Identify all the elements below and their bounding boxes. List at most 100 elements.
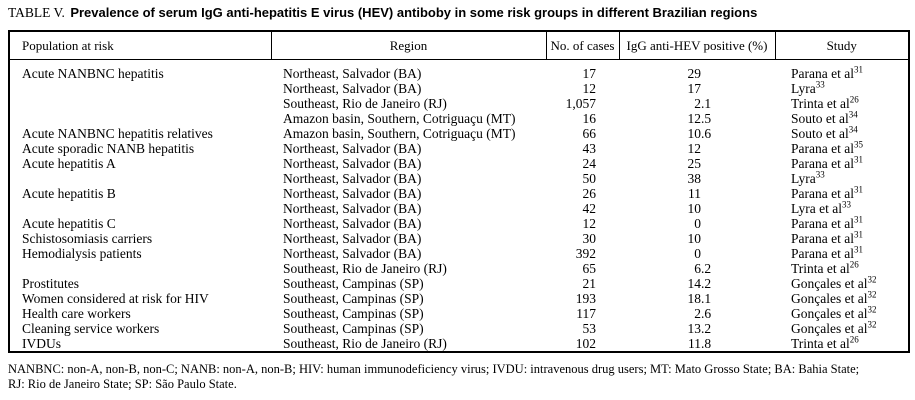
cell-positive: 18.1 xyxy=(687,291,712,306)
cell-population: Schistosomiasis carriers xyxy=(22,231,153,246)
cell-positive: 0 xyxy=(694,216,701,231)
cell-cases: 65 xyxy=(582,261,597,276)
cell-cases: 117 xyxy=(576,306,596,321)
citation-reference: 32 xyxy=(867,289,877,300)
cell-positive: 12 xyxy=(687,141,702,156)
cell-cases: 21 xyxy=(582,276,597,291)
cell-region: Southeast, Campinas (SP) xyxy=(283,276,424,291)
cell-study: Gonçales et al32 xyxy=(791,319,877,336)
citation-reference: 31 xyxy=(853,64,863,75)
cell-study: Parana et al31 xyxy=(791,184,863,201)
table-row: Northeast, Salvador (BA) 42 10 Lyra et a… xyxy=(9,199,909,216)
cell-cases: 43 xyxy=(582,141,597,156)
table-row: Prostitutes Southeast, Campinas (SP) 21 … xyxy=(9,274,909,291)
cell-region: Southeast, Rio de Janeiro (RJ) xyxy=(283,336,447,351)
cell-cases: 12 xyxy=(582,216,597,231)
cell-population xyxy=(9,261,271,276)
cell-population: Hemodialysis patients xyxy=(22,246,142,261)
cell-positive: 13.2 xyxy=(687,321,712,336)
cell-population: Acute sporadic NANB hepatitis xyxy=(22,141,195,156)
table-row: Northeast, Salvador (BA) 12 17 Lyra33 xyxy=(9,79,909,96)
cell-population xyxy=(9,171,271,186)
cell-population xyxy=(9,201,271,216)
cell-positive: 11 xyxy=(688,186,701,201)
table-row: Hemodialysis patients Northeast, Salvado… xyxy=(9,244,909,261)
cell-positive: 2.1 xyxy=(694,96,712,111)
table-row: Acute NANBNC hepatitis Northeast, Salvad… xyxy=(9,60,909,81)
cell-cases: 1,057 xyxy=(565,96,596,111)
cell-population: Prostitutes xyxy=(22,276,80,291)
cell-positive: 29 xyxy=(687,66,702,81)
cell-region: Southeast, Campinas (SP) xyxy=(283,291,424,306)
cell-study: Parana et al35 xyxy=(791,139,863,156)
cell-study: Parana et al31 xyxy=(791,154,863,171)
cell-cases: 50 xyxy=(582,171,597,186)
cell-population xyxy=(9,81,271,96)
table-row: Acute NANBNC hepatitis relatives Amazon … xyxy=(9,124,909,141)
table-row: Cleaning service workers Southeast, Camp… xyxy=(9,319,909,336)
cell-population: Women considered at risk for HIV xyxy=(22,291,209,306)
cell-population xyxy=(9,96,271,111)
citation-reference: 31 xyxy=(853,154,863,165)
cell-positive: 0 xyxy=(694,246,701,261)
cell-study: Gonçales et al32 xyxy=(791,289,877,306)
cell-region: Southeast, Rio de Janeiro (RJ) xyxy=(283,96,447,111)
table-row: Acute hepatitis A Northeast, Salvador (B… xyxy=(9,154,909,171)
cell-region: Northeast, Salvador (BA) xyxy=(283,81,422,96)
column-header-positive: IgG anti-HEV positive (%) xyxy=(618,30,776,60)
cell-cases: 392 xyxy=(575,246,596,261)
table-row: Amazon basin, Southern, Cotriguaçu (MT) … xyxy=(9,110,909,126)
cell-study: Parana et al31 xyxy=(791,64,863,81)
cell-cases: 102 xyxy=(575,336,596,351)
cell-region: Northeast, Salvador (BA) xyxy=(283,156,422,171)
table-row: Northeast, Salvador (BA) 50 38 Lyra33 xyxy=(9,170,909,186)
cell-cases: 16 xyxy=(582,111,597,126)
cell-study: Parana et al31 xyxy=(791,214,863,231)
cell-cases: 17 xyxy=(582,66,597,81)
table-body: Acute NANBNC hepatitis Northeast, Salvad… xyxy=(9,60,909,353)
cell-population: Acute hepatitis C xyxy=(22,216,116,231)
citation-reference: 32 xyxy=(867,274,877,285)
cell-positive: 11.8 xyxy=(688,336,712,351)
cell-region: Southeast, Campinas (SP) xyxy=(283,321,424,336)
column-header-population: Population at risk xyxy=(8,30,272,60)
cell-cases: 24 xyxy=(582,156,597,171)
cell-population: Acute hepatitis A xyxy=(22,156,116,171)
table-row: Women considered at risk for HIV Southea… xyxy=(9,289,909,306)
citation-reference: 31 xyxy=(853,244,863,255)
cell-study: Lyra33 xyxy=(791,79,825,96)
citation-reference: 33 xyxy=(841,199,851,210)
citation-reference: 31 xyxy=(853,184,863,195)
cell-positive: 10.6 xyxy=(687,126,712,141)
footnote: NANBNC: non-A, non-B, non-C; NANB: non-A… xyxy=(8,362,913,391)
cell-population: IVDUs xyxy=(22,336,61,351)
cell-region: Northeast, Salvador (BA) xyxy=(283,66,422,81)
cell-positive: 10 xyxy=(687,231,702,246)
cell-population: Cleaning service workers xyxy=(22,321,160,336)
table-number: TABLE V. xyxy=(8,5,65,20)
cell-region: Northeast, Salvador (BA) xyxy=(283,171,422,186)
cell-positive: 17 xyxy=(687,81,702,96)
cell-population: Acute NANBNC hepatitis xyxy=(22,66,164,81)
cell-study: Souto et al34 xyxy=(791,124,858,141)
cell-cases: 193 xyxy=(575,291,596,306)
cell-cases: 12 xyxy=(582,81,597,96)
table-row: Schistosomiasis carriers Northeast, Salv… xyxy=(9,230,909,246)
cell-positive: 10 xyxy=(687,201,702,216)
cell-positive: 38 xyxy=(687,171,702,186)
table-row: Southeast, Rio de Janeiro (RJ) 1,057 2.1… xyxy=(9,94,909,111)
cell-study: Lyra et al33 xyxy=(791,199,851,216)
citation-reference: 26 xyxy=(849,259,859,270)
cell-positive: 25 xyxy=(687,156,702,171)
citation-reference: 35 xyxy=(853,139,863,150)
cell-study: Parana et al31 xyxy=(791,244,863,261)
data-table: Population at risk Region No. of cases I… xyxy=(8,30,910,353)
page-title: Prevalence of serum IgG anti-hepatitis E… xyxy=(70,5,758,20)
cell-population: Health care workers xyxy=(22,306,131,321)
footnote-line-1: NANBNC: non-A, non-B, non-C; NANB: non-A… xyxy=(8,362,860,376)
citation-reference: 26 xyxy=(849,94,859,105)
cell-region: Southeast, Campinas (SP) xyxy=(283,306,424,321)
cell-cases: 30 xyxy=(582,231,597,246)
table-row: Acute hepatitis B Northeast, Salvador (B… xyxy=(9,184,909,201)
cell-positive: 2.6 xyxy=(694,306,712,321)
